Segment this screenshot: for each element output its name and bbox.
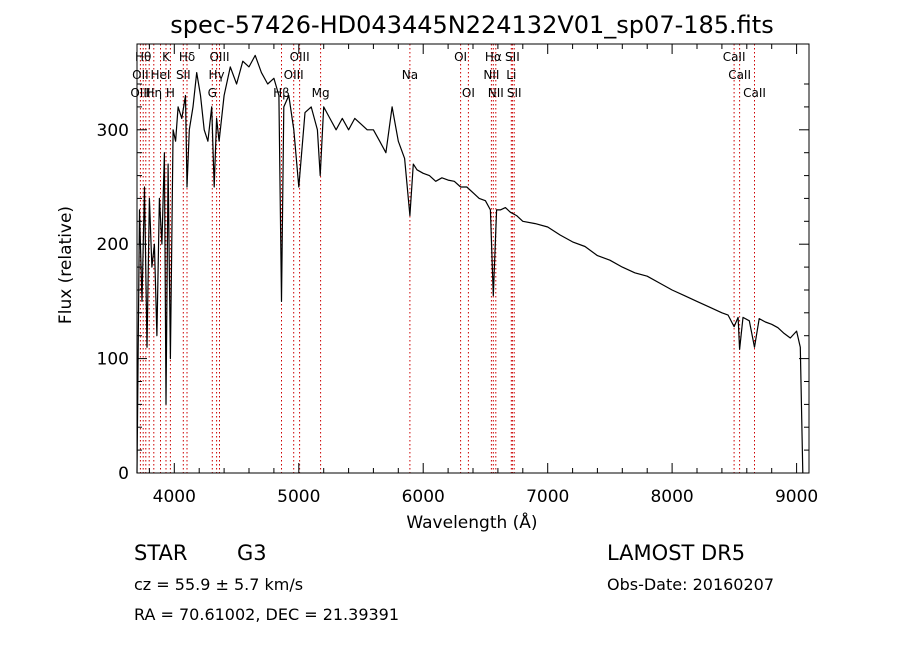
spectral-line-label: NII [483,68,499,82]
spectral-line-label: OIII [290,50,310,64]
spectral-line-label: G [208,86,217,100]
spectral-line-label: Hδ [179,50,195,64]
y-tick-label: 0 [118,464,129,484]
x-tick-label: 5000 [277,487,320,507]
spectral-line-label: OII [132,68,149,82]
spectral-line-label: K [162,50,171,64]
coordinates: RA = 70.61002, DEC = 21.39391 [134,605,399,624]
spectral-line-label: Hα [485,50,502,64]
subclass: G3 [237,541,267,565]
x-axis-ticks: 4000 5000 6000 7000 8000 9000 [148,44,818,507]
spectral-line-label: OIII [130,86,150,100]
spectral-line-label: Hγ [209,68,225,82]
x-tick-label: 4000 [153,487,196,507]
y-axis-ticks: 0 100 200 300 [97,83,809,484]
spectral-line-label: Na [402,68,418,82]
spectral-line-label: NII [488,86,504,100]
spectrum-line [136,54,804,474]
y-tick-label: 300 [97,121,129,141]
chart-title: spec-57426-HD043445N224132V01_sp07-185.f… [170,11,773,39]
spectral-line-label: Hη [145,86,162,100]
spectral-line-label: HeI [151,68,171,82]
spectral-line-label: Li [506,68,516,82]
spectral-line-label: CaII [723,50,746,64]
spectral-line-markers [139,44,755,473]
spectral-line-label: SII [176,68,191,82]
y-axis-label: Flux (relative) [56,206,76,324]
spectral-line-label: OI [454,50,467,64]
spectral-line-label: Hθ [135,50,151,64]
y-tick-label: 100 [97,350,129,370]
x-tick-label: 7000 [526,487,569,507]
y-tick-label: 200 [97,235,129,255]
spectral-line-label: OI [462,86,475,100]
plot-frame [136,43,810,474]
spectral-line-label: SII [505,50,520,64]
object-class: STAR [134,541,187,565]
x-tick-label: 8000 [650,487,693,507]
spectral-line-label: Mg [312,86,330,100]
spectral-line-label: CaII [743,86,766,100]
redshift-text: cz = 55.9 ± 5.7 km/s [134,575,303,594]
x-tick-label: 9000 [775,487,818,507]
spectral-line-label: OIII [209,50,229,64]
obs-date: Obs-Date: 20160207 [607,575,774,594]
spectral-line-label: CaII [728,68,751,82]
spectral-line-label: OIII [284,68,304,82]
spectral-line-label: H [166,86,175,100]
x-axis-label: Wavelength (Å) [406,511,537,533]
survey-name: LAMOST DR5 [607,541,745,565]
spectral-line-label: SII [507,86,522,100]
x-tick-label: 6000 [402,487,445,507]
